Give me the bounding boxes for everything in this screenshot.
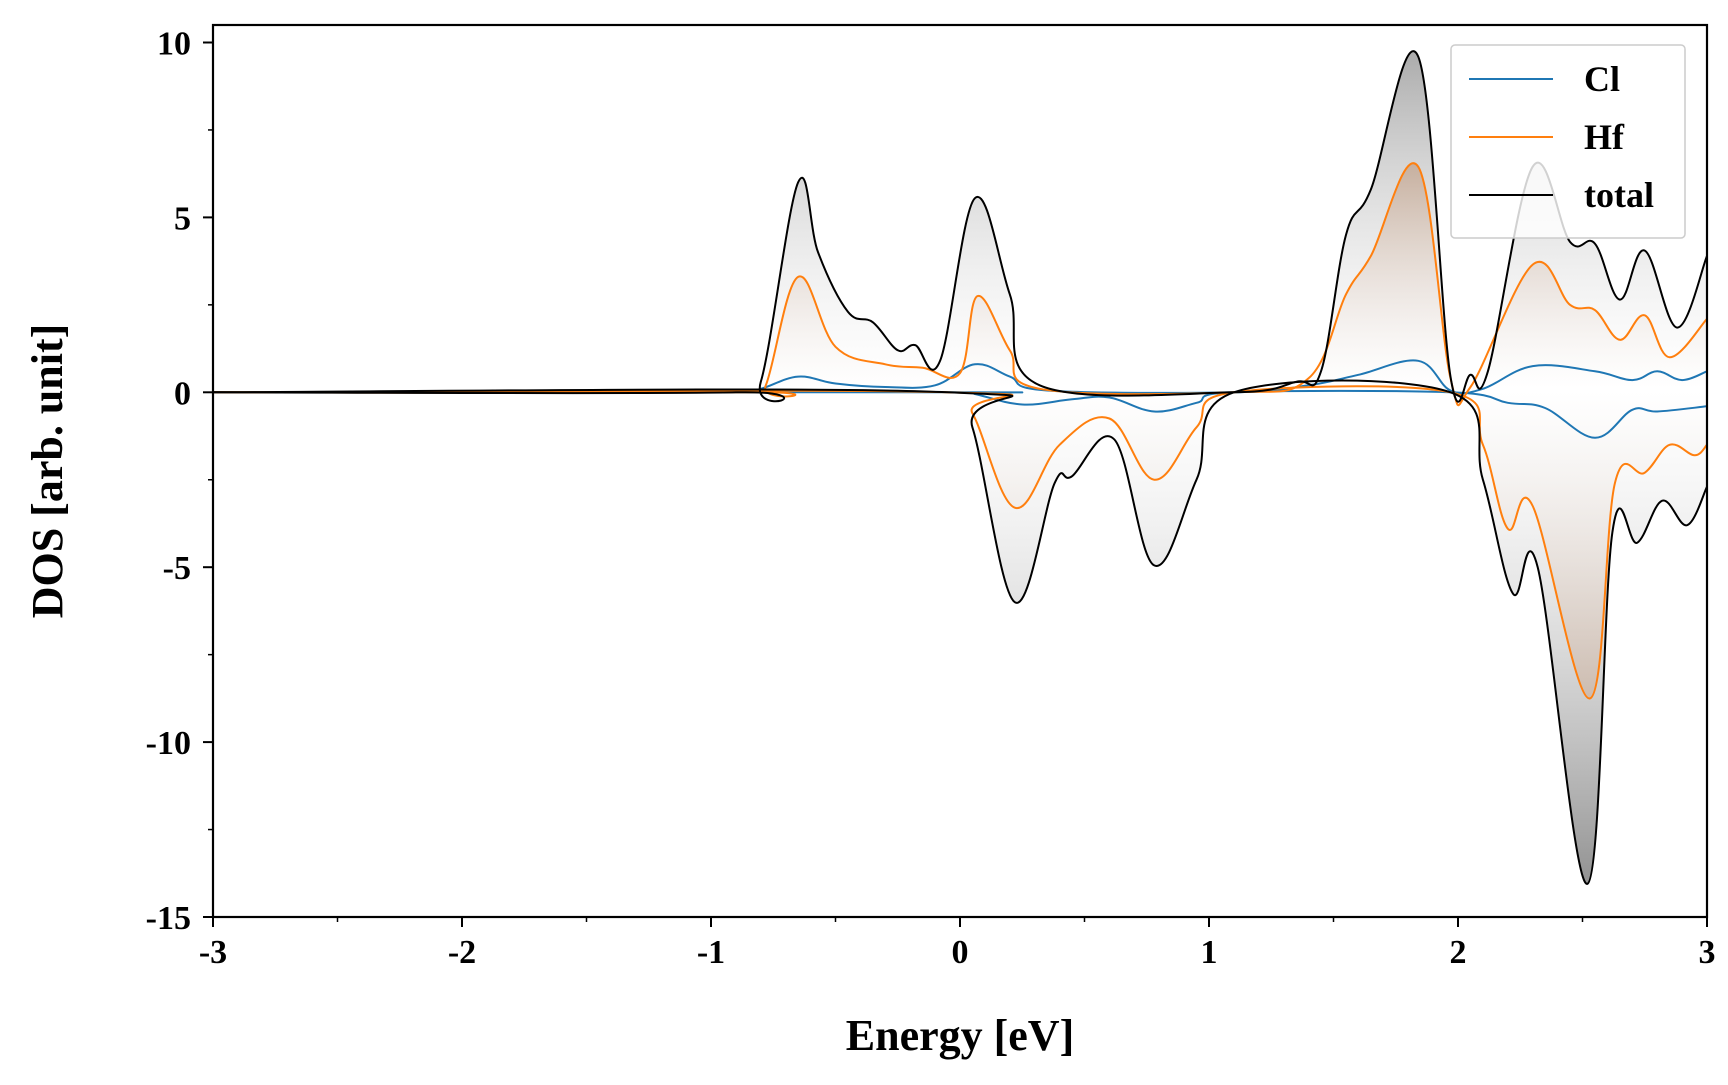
y-tick-label: 10 xyxy=(157,25,191,62)
fill-total-down xyxy=(213,380,1707,884)
x-tick-label: -2 xyxy=(448,934,476,971)
legend: Cl Hf total xyxy=(1450,44,1686,239)
y-tick-label: -10 xyxy=(146,725,191,762)
series-total-down xyxy=(212,379,1708,885)
fill-layer xyxy=(213,51,1707,884)
legend-label-hf: Hf xyxy=(1584,117,1625,157)
series-hf-down xyxy=(212,385,1708,700)
y-tick-label: -5 xyxy=(163,550,191,587)
x-tick-label: 1 xyxy=(1201,934,1218,971)
x-tick-label: 3 xyxy=(1699,934,1716,971)
fill-hf-down xyxy=(213,386,1707,699)
x-axis-label: Energy [eV] xyxy=(846,1011,1075,1060)
fill-total-up xyxy=(213,51,1707,402)
x-tick-label: -3 xyxy=(199,934,227,971)
legend-label-total: total xyxy=(1584,175,1654,215)
x-tick-label: -1 xyxy=(697,934,725,971)
x-tick-label: 0 xyxy=(952,934,969,971)
y-tick-label: 0 xyxy=(174,375,191,412)
legend-label-cl: Cl xyxy=(1584,59,1620,99)
x-tick-label: 2 xyxy=(1450,934,1467,971)
y-axis-label: DOS [arb. unit] xyxy=(23,324,72,619)
fill-hf-up xyxy=(213,163,1707,406)
y-tick-label: 5 xyxy=(174,200,191,237)
legend-box xyxy=(1450,44,1686,239)
y-tick-label: -15 xyxy=(146,900,191,937)
